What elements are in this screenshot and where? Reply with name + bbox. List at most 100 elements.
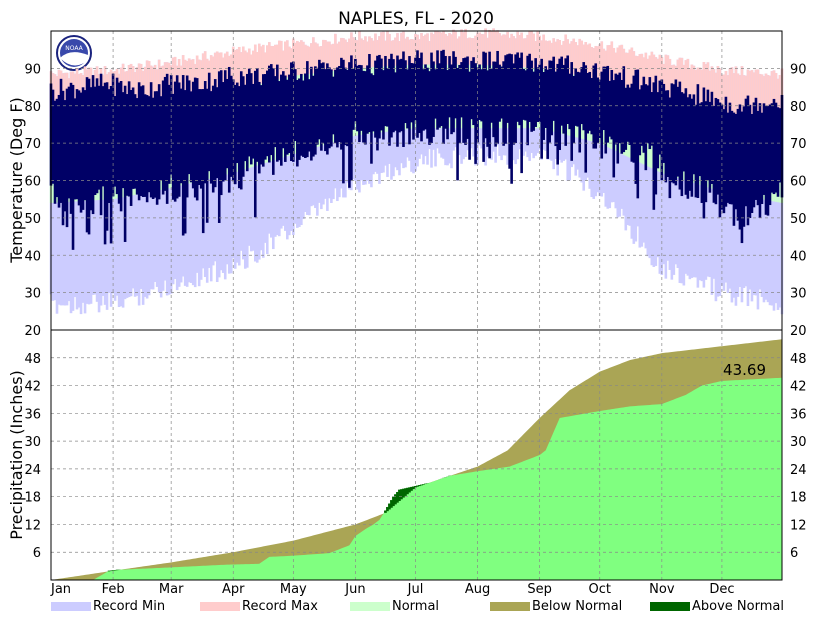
observed-temp-bar	[504, 55, 507, 144]
observed-temp-bar	[245, 73, 249, 172]
record-max-bar	[590, 47, 594, 79]
observed-temp-bar	[255, 68, 259, 162]
record-max-bar	[326, 41, 329, 72]
observed-temp-bar	[618, 72, 622, 144]
observed-temp-bar	[508, 53, 511, 169]
temp-tick-right: 90	[790, 62, 807, 77]
observed-temp-bar	[274, 76, 277, 148]
observed-temp-bar	[394, 72, 397, 131]
precip-tick-left: 36	[24, 407, 41, 422]
record-max-bar	[756, 69, 760, 116]
above-normal-segment	[414, 486, 417, 488]
record-max-bar	[328, 41, 331, 72]
record-max-bar	[342, 38, 345, 70]
legend-swatch	[490, 602, 530, 611]
record-max-bar	[576, 45, 580, 76]
record-max-bar	[290, 48, 293, 77]
observed-temp-bar	[392, 59, 395, 133]
temp-tick-left: 40	[24, 249, 41, 264]
observed-temp-bar	[566, 55, 570, 124]
record-max-bar	[532, 33, 535, 69]
record-max-bar	[63, 72, 67, 117]
record-max-bar	[167, 62, 171, 103]
record-max-bar	[476, 32, 479, 65]
observed-temp-bar	[706, 89, 710, 181]
observed-temp-bar	[612, 80, 616, 178]
observed-temp-bar	[370, 73, 373, 164]
observed-temp-bar	[362, 70, 365, 143]
precipitation-panel: 43.69	[51, 339, 782, 580]
observed-temp-bar	[422, 69, 425, 131]
record-max-bar	[482, 34, 485, 65]
above-normal-segment	[420, 484, 423, 486]
observed-temp-bar	[324, 69, 327, 152]
temperature-axis-label: Temperature (Deg F)	[7, 97, 26, 264]
record-max-bar	[358, 31, 361, 69]
record-max-bar	[650, 51, 654, 96]
observed-temp-bar	[530, 60, 533, 132]
observed-temp-bar	[298, 78, 301, 160]
temp-tick-left: 80	[24, 100, 41, 115]
record-max-bar	[700, 69, 704, 109]
observed-temp-bar	[488, 51, 491, 159]
record-max-bar	[370, 38, 373, 68]
chart-title: NAPLES, FL - 2020	[338, 9, 494, 29]
record-max-bar	[754, 69, 758, 116]
record-max-bar	[624, 52, 628, 88]
record-max-bar	[366, 41, 369, 68]
record-max-bar	[306, 45, 309, 75]
record-max-bar	[233, 49, 237, 91]
record-max-bar	[688, 68, 692, 106]
observed-temp-bar	[514, 54, 517, 144]
observed-temp-bar	[666, 90, 670, 177]
observed-temp-bar	[688, 94, 692, 191]
record-max-bar	[484, 28, 487, 66]
record-max-bar	[288, 46, 291, 77]
observed-temp-bar	[576, 71, 580, 127]
observed-temp-bar	[211, 85, 215, 193]
legend-label: Record Min	[93, 599, 165, 614]
observed-temp-bar	[774, 102, 778, 193]
observed-temp-bar	[368, 54, 371, 133]
observed-temp-bar	[195, 78, 199, 201]
observed-temp-bar	[191, 81, 195, 189]
record-max-bar	[770, 71, 774, 117]
observed-temp-bar	[532, 71, 535, 131]
observed-temp-bar	[101, 86, 105, 187]
record-max-bar	[143, 66, 147, 108]
record-max-bar	[199, 60, 203, 97]
grid	[50, 31, 782, 580]
observed-temp-bar	[428, 71, 431, 145]
record-max-bar	[344, 39, 347, 70]
record-max-bar	[296, 40, 299, 76]
observed-temp-bar	[430, 52, 433, 143]
observed-temp-bar	[718, 102, 722, 218]
record-max-bar	[690, 64, 694, 106]
precip-tick-right: 24	[790, 463, 807, 478]
precip-tick-left: 48	[24, 352, 41, 367]
observed-temp-bar	[572, 75, 576, 144]
record-max-bar	[734, 66, 738, 115]
observed-temp-bar	[354, 58, 357, 122]
record-max-bar	[458, 36, 461, 65]
observed-temp-bar	[235, 82, 239, 164]
record-max-bar	[546, 41, 549, 70]
observed-temp-bar	[540, 58, 543, 159]
record-max-bar	[378, 36, 381, 67]
observed-temp-bar	[121, 92, 125, 189]
observed-temp-bar	[510, 54, 513, 184]
record-max-bar	[450, 34, 453, 65]
observed-temp-bar	[93, 86, 97, 195]
record-max-bar	[750, 70, 754, 116]
record-max-bar	[586, 44, 590, 78]
observed-temp-bar	[738, 104, 742, 230]
record-max-bar	[672, 64, 676, 102]
observed-temp-bar	[652, 82, 656, 210]
record-max-bar	[542, 34, 545, 70]
observed-temp-bar	[302, 80, 305, 157]
observed-temp-bar	[115, 77, 119, 195]
observed-temp-bar	[498, 64, 501, 122]
observed-temp-bar	[550, 60, 553, 136]
observed-temp-bar	[81, 87, 85, 210]
record-max-bar	[340, 37, 343, 71]
